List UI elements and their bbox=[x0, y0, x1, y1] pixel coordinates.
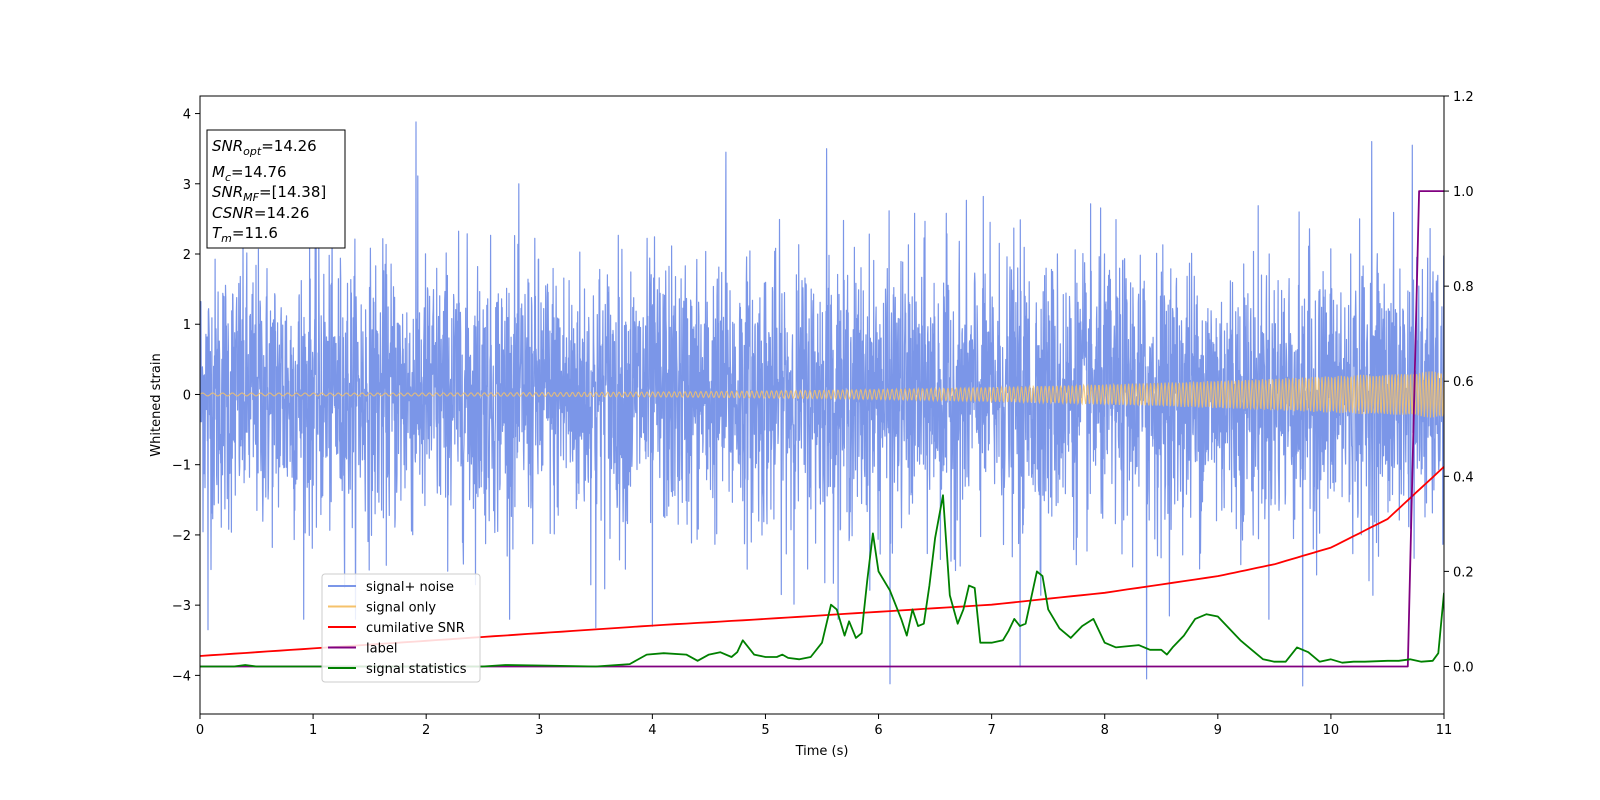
info-box: SNRopt=14.26 Mc=14.76SNRMF=[14.38]CSNR=14… bbox=[206, 129, 346, 249]
series-label bbox=[200, 190, 1444, 668]
x-tick-label: 0 bbox=[196, 723, 204, 738]
series-signal-statistics bbox=[200, 494, 1444, 668]
y2-tick-label: 0.6 bbox=[1453, 375, 1474, 390]
legend-label: signal only bbox=[366, 601, 436, 616]
x-axis-label: Time (s) bbox=[795, 744, 849, 759]
x-tick-label: 5 bbox=[761, 723, 769, 738]
x-tick-label: 1 bbox=[309, 723, 317, 738]
y-tick-label: 0 bbox=[183, 388, 191, 403]
y2-tick-label: 0.0 bbox=[1453, 660, 1474, 675]
legend-label: cumilative SNR bbox=[366, 621, 465, 636]
y-tick-label: −1 bbox=[172, 459, 191, 474]
info-line: Tm=11.6 bbox=[212, 224, 278, 245]
x-tick-label: 4 bbox=[648, 723, 656, 738]
ticks-layer: 0 1 2 3 4 5 6 7 8 9 10 11 −4 −3 −2 −1 0 1 2 3 4 0.0 0.2 0.4 0.6 0… bbox=[172, 90, 1474, 738]
y-tick-label: −4 bbox=[172, 669, 191, 684]
x-tick-label: 9 bbox=[1214, 723, 1222, 738]
legend-frame bbox=[321, 573, 481, 683]
y2-tick-label: 1.2 bbox=[1453, 90, 1474, 105]
x-tick-label: 6 bbox=[874, 723, 882, 738]
x-tick-label: 3 bbox=[535, 723, 543, 738]
y-tick-label: 1 bbox=[183, 318, 191, 333]
x-tick-label: 8 bbox=[1101, 723, 1109, 738]
info-line: Mc=14.76 bbox=[212, 163, 287, 184]
legend-label: signal+ noise bbox=[366, 580, 454, 595]
y-tick-label: −3 bbox=[172, 599, 191, 614]
y2-tick-label: 0.4 bbox=[1453, 470, 1474, 485]
y2-tick-label: 0.8 bbox=[1453, 280, 1474, 295]
x-tick-label: 2 bbox=[422, 723, 430, 738]
info-line: SNRMF=[14.38] bbox=[212, 183, 326, 204]
plot-frame bbox=[199, 95, 1445, 715]
x-tick-label: 7 bbox=[987, 723, 995, 738]
series-signal-only bbox=[200, 371, 1444, 418]
legend-label: signal statistics bbox=[366, 662, 467, 677]
x-tick-label: 10 bbox=[1323, 723, 1340, 738]
y-tick-label: 4 bbox=[183, 108, 191, 123]
y2-tick-label: 1.0 bbox=[1453, 185, 1474, 200]
x-tick-label: 11 bbox=[1436, 723, 1453, 738]
y-tick-label: 3 bbox=[183, 178, 191, 193]
info-box-frame bbox=[206, 129, 346, 249]
legend: signal+ noise signal only cumilative SNR la… bbox=[321, 573, 481, 683]
y-axis-label: Whitened strain bbox=[149, 353, 164, 456]
y-tick-label: 2 bbox=[183, 248, 191, 263]
info-line: SNRopt=14.26 bbox=[212, 137, 317, 158]
y2-tick-label: 0.2 bbox=[1453, 565, 1474, 580]
y-tick-label: −2 bbox=[172, 529, 191, 544]
legend-label: label bbox=[366, 642, 397, 657]
series-signal-noise bbox=[200, 121, 1444, 687]
info-line: CSNR=14.26 bbox=[212, 204, 309, 222]
